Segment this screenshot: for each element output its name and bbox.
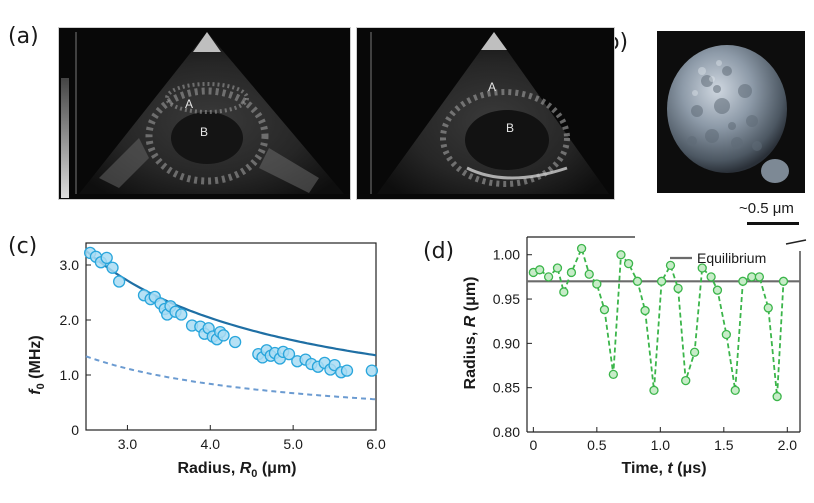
d-data-point [721, 329, 732, 340]
d-data-point [763, 303, 773, 313]
c-ylabel: f0 (MHz) [27, 335, 47, 394]
ultrasound-right-label-b: B [506, 121, 514, 135]
d-xlabel: Time, t (μs) [621, 460, 706, 477]
d-ytick-label: 1.00 [493, 247, 520, 263]
d-data-point [754, 272, 765, 282]
scale-bar-label: ~0.5 μm [739, 200, 794, 217]
d-xtick-label: 0.5 [587, 437, 607, 453]
chart-resonance-frequency: 3.0 4.0 5.0 6.0 0 1.0 2.0 3.0 f0 (MHz) Radius, … [27, 242, 386, 480]
d-data-point [599, 305, 610, 315]
c-data-point [175, 308, 188, 321]
c-data-point [106, 261, 119, 274]
d-data-point [747, 272, 757, 282]
c-ytick-label: 2.0 [60, 312, 80, 328]
d-data-point [673, 283, 683, 294]
c-data-point [365, 364, 379, 377]
d-data-point [623, 258, 634, 269]
d-xtick-label: 2.0 [778, 437, 798, 453]
panel-label-c: (c) [8, 234, 38, 259]
sem-microbubble-image [657, 31, 805, 193]
d-ytick-label: 0.80 [493, 424, 520, 440]
d-data-point [543, 272, 554, 282]
c-fit-solid-line [85, 249, 377, 357]
d-data-point [697, 263, 707, 273]
d-data-point [738, 276, 748, 286]
d-data-point [616, 250, 626, 260]
d-data-point [640, 305, 650, 316]
d-data-point [535, 265, 545, 275]
d-data-point [712, 285, 723, 295]
d-data-point [681, 375, 691, 386]
d-ylabel: Radius, R (μm) [462, 277, 479, 390]
c-data-point [217, 329, 230, 342]
d-data-point [608, 369, 618, 380]
d-data-point [592, 279, 602, 289]
d-data-point [552, 263, 563, 273]
d-data-point [665, 260, 676, 271]
d-data-point [778, 276, 789, 286]
d-data-point [559, 287, 569, 297]
panel-label-d: (d) [423, 239, 455, 264]
scale-bar [747, 222, 799, 225]
d-ytick-label: 0.95 [493, 291, 520, 307]
ultrasound-left-label-b: B [200, 125, 208, 139]
ultrasound-image-right: A B [356, 27, 615, 200]
c-data-point [228, 335, 242, 349]
d-data-point [566, 267, 577, 278]
panel-label-a: (a) [8, 24, 39, 49]
d-data-point [576, 243, 587, 254]
ultrasound-image-left: A B [58, 27, 351, 200]
d-xtick-label: 1.5 [714, 437, 734, 453]
d-data-point [730, 385, 740, 395]
c-xtick-label: 6.0 [366, 436, 386, 452]
d-data-point [772, 391, 782, 402]
c-xtick-label: 4.0 [201, 436, 221, 452]
d-data-point [689, 347, 700, 357]
c-ytick-label: 1.0 [60, 367, 80, 383]
d-xtick-label: 0 [529, 437, 537, 453]
ultrasound-right-label-a: A [488, 80, 496, 94]
d-data-point [656, 276, 667, 286]
c-data-point [340, 364, 354, 377]
d-data-point [649, 385, 659, 395]
ultrasound-left-label-a: A [185, 97, 193, 111]
c-data-point [112, 275, 126, 288]
c-fit-dashed-line [85, 355, 377, 401]
d-legend-label: Equilibrium [697, 250, 766, 266]
c-data-point [282, 347, 296, 361]
d-ytick-label: 0.85 [493, 380, 520, 396]
d-ytick-label: 0.90 [493, 335, 520, 351]
d-axis-break [785, 239, 807, 245]
d-xtick-label: 1.0 [651, 437, 671, 453]
c-xtick-label: 3.0 [118, 436, 138, 452]
c-plot-frame [85, 242, 377, 431]
c-ytick-label: 3.0 [60, 257, 80, 273]
c-ytick-label: 0 [71, 422, 79, 438]
c-data-point [100, 251, 113, 265]
chart-radius-oscillation: 0 0.5 1.0 1.5 2.0 0.80 0.85 0.90 0.95 1.00 Equili… [462, 236, 807, 477]
d-data-point [632, 276, 643, 286]
d-data-point [584, 269, 594, 279]
c-xtick-label: 5.0 [283, 436, 303, 452]
c-xlabel: Radius, R0 (μm) [177, 460, 296, 480]
d-data-point [706, 272, 716, 282]
